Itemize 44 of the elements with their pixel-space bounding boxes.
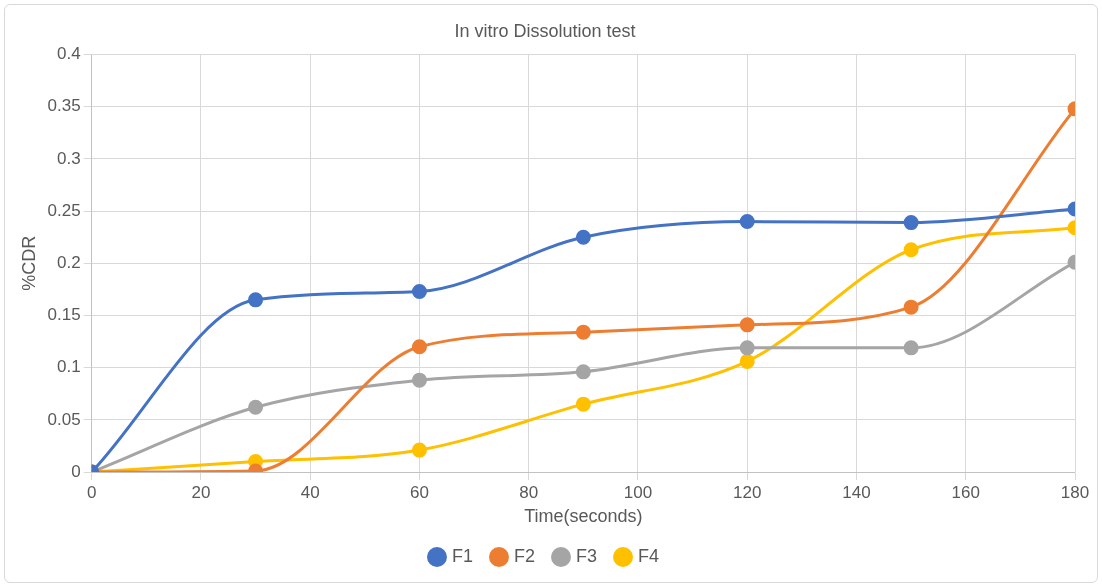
point — [411, 339, 427, 355]
point — [903, 215, 919, 231]
y-tick-label: 0.05 — [47, 409, 81, 429]
x-axis-title: Time(seconds) — [524, 506, 643, 527]
x-tick-label: 160 — [951, 482, 980, 502]
y-tick-label: 0.35 — [47, 96, 81, 116]
legend-label: F3 — [576, 545, 598, 566]
point — [739, 353, 755, 369]
chart-title: In vitro Dissolution test — [454, 20, 636, 41]
point — [739, 214, 755, 230]
legend-label: F4 — [638, 545, 660, 566]
y-tick-label: 0.25 — [47, 200, 81, 220]
x-tick-label: 120 — [733, 482, 762, 502]
y-tick-label: 0.4 — [57, 44, 81, 64]
point — [575, 324, 591, 340]
y-axis-title: %CDR — [18, 235, 39, 291]
x-tick-label: 80 — [519, 482, 539, 502]
point — [739, 317, 755, 333]
point — [903, 340, 919, 356]
point — [248, 399, 264, 415]
point — [739, 340, 755, 356]
x-tick-label: 0 — [86, 482, 97, 502]
x-tick-label: 100 — [623, 482, 653, 502]
point — [575, 229, 591, 245]
point — [411, 372, 427, 388]
x-tick-label: 20 — [191, 482, 211, 502]
point — [411, 442, 427, 458]
point — [411, 283, 427, 299]
x-tick-label: 180 — [1060, 482, 1090, 502]
legend-label: F1 — [451, 545, 473, 566]
point — [575, 364, 591, 380]
y-tick-label: 0.15 — [47, 305, 81, 325]
y-tick-label: 0.2 — [57, 252, 81, 272]
point — [903, 299, 919, 315]
y-tick-label: 0.3 — [57, 148, 81, 168]
x-tick-label: 60 — [410, 482, 429, 502]
y-tick-label: 0.1 — [57, 357, 81, 377]
x-tick-label: 40 — [300, 482, 320, 502]
point — [248, 292, 264, 308]
legend-label: F2 — [513, 545, 536, 566]
point — [903, 242, 919, 258]
y-tick-label: 0 — [71, 461, 81, 481]
x-tick-label: 140 — [842, 482, 871, 502]
point — [575, 396, 591, 412]
